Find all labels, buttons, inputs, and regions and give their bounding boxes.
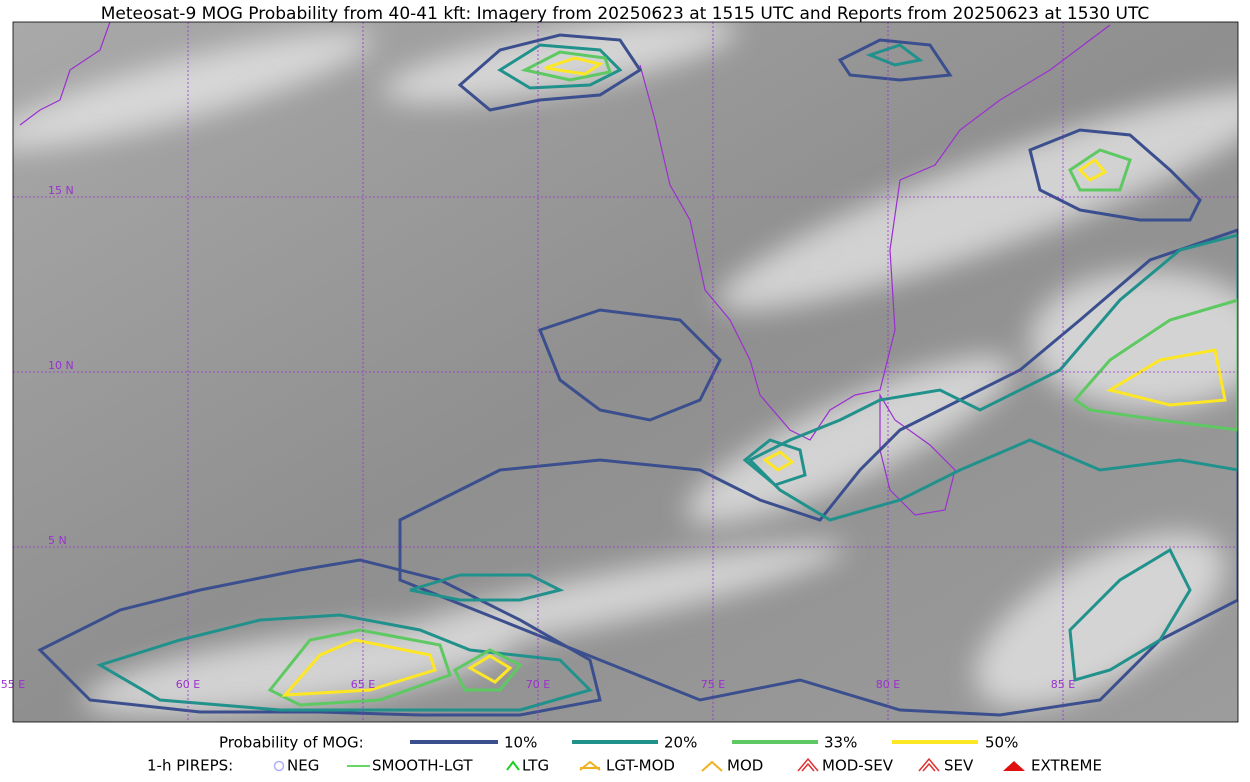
legend-title: 1-h PIREPS: — [147, 757, 233, 775]
longitude-label: 75 E — [701, 678, 725, 691]
legend-label: SMOOTH-LGT — [372, 757, 473, 775]
legend-label: MOD — [727, 757, 763, 775]
title: Meteosat-9 MOG Probability from 40-41 kf… — [101, 4, 1150, 24]
longitude-label: 60 E — [176, 678, 200, 691]
legend-label: NEG — [287, 757, 319, 775]
latitude-label: 15 N — [48, 184, 74, 197]
graticule: 15 N10 N5 N55 E 60 E 65 E 70 E 75 E 80 E 85 E — [1, 22, 1238, 722]
legend-label: EXTREME — [1031, 757, 1102, 775]
legend-label: 33% — [824, 734, 857, 752]
legend-label: 10% — [504, 734, 537, 752]
legend-label: 20% — [664, 734, 697, 752]
legend-label: LTG — [522, 757, 549, 775]
legend-label: 50% — [985, 734, 1018, 752]
longitude-label: 65 E — [351, 678, 375, 691]
longitude-label: 85 E — [1051, 678, 1075, 691]
legend-title: Probability of MOG: — [219, 734, 364, 752]
legend-label: LGT-MOD — [606, 757, 675, 775]
longitude-label: 70 E — [526, 678, 550, 691]
map — [13, 22, 1238, 722]
legend-label: MOD-SEV — [822, 757, 894, 775]
longitude-label: 80 E — [876, 678, 900, 691]
latitude-label: 5 N — [48, 534, 67, 547]
legend-label: SEV — [944, 757, 974, 775]
latitude-label: 10 N — [48, 359, 74, 372]
